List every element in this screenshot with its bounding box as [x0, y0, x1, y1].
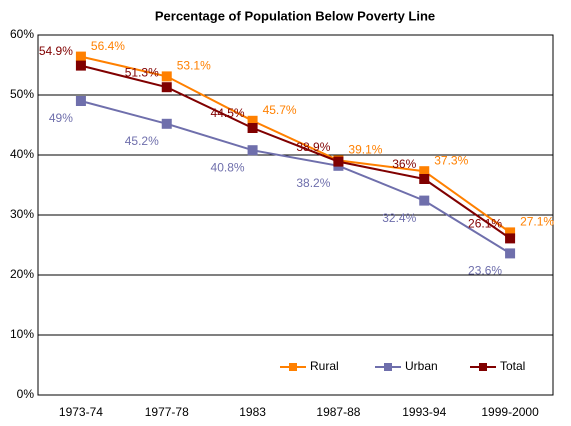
series-line	[80, 55, 511, 234]
legend-marker	[384, 363, 392, 371]
legend-label: Urban	[405, 359, 438, 373]
y-tick-label: 30%	[10, 207, 34, 221]
data-label: 44.5%	[211, 106, 245, 120]
y-tick-label: 0%	[17, 387, 35, 401]
legend-label: Total	[500, 359, 525, 373]
data-label: 38.2%	[296, 176, 330, 190]
data-label: 45.7%	[263, 103, 297, 117]
y-tick-label: 20%	[10, 267, 34, 281]
x-tick-label: 1999-2000	[481, 405, 539, 419]
point-marker	[161, 71, 172, 82]
legend-marker	[479, 363, 487, 371]
chart-title: Percentage of Population Below Poverty L…	[155, 8, 435, 23]
point-marker	[75, 96, 86, 106]
data-label: 51.3%	[125, 65, 159, 79]
data-label: 26.1%	[468, 217, 502, 231]
data-label: 53.1%	[177, 59, 211, 73]
data-label: 23.6%	[468, 264, 502, 278]
data-label: 39.1%	[348, 143, 382, 157]
data-label: 37.3%	[434, 153, 468, 167]
point-marker	[161, 118, 172, 129]
x-tick-label: 1983	[239, 405, 266, 419]
data-label: 32.4%	[382, 211, 416, 225]
y-tick-label: 40%	[10, 147, 34, 161]
data-label: 38.9%	[296, 140, 330, 154]
point-marker	[75, 60, 86, 71]
legend-label: Rural	[310, 359, 339, 373]
legend-marker	[289, 363, 297, 371]
point-marker	[505, 233, 516, 244]
point-marker	[505, 248, 516, 259]
data-label: 40.8%	[211, 160, 245, 174]
x-tick-label: 1987-88	[316, 405, 360, 419]
x-tick-label: 1973-74	[59, 405, 103, 419]
point-marker	[75, 51, 86, 62]
point-marker	[161, 82, 172, 93]
point-marker	[247, 123, 258, 133]
x-tick-label: 1977-78	[145, 405, 189, 419]
series-line	[80, 100, 511, 255]
point-marker	[333, 156, 344, 167]
y-tick-label: 60%	[10, 27, 34, 41]
point-marker	[419, 195, 430, 206]
data-label: 56.4%	[91, 39, 125, 53]
data-label: 27.1%	[520, 215, 554, 229]
point-marker	[419, 166, 430, 177]
data-label: 36%	[392, 157, 416, 171]
data-label: 49%	[49, 111, 73, 125]
data-label: 54.9%	[39, 44, 73, 58]
data-label: 45.2%	[125, 134, 159, 148]
x-tick-label: 1993-94	[402, 405, 446, 419]
y-tick-label: 50%	[10, 87, 34, 101]
point-marker	[247, 115, 258, 126]
point-marker	[505, 227, 516, 238]
point-marker	[419, 174, 430, 184]
point-marker	[247, 145, 258, 156]
series-line	[80, 64, 511, 240]
y-tick-label: 10%	[10, 327, 34, 341]
